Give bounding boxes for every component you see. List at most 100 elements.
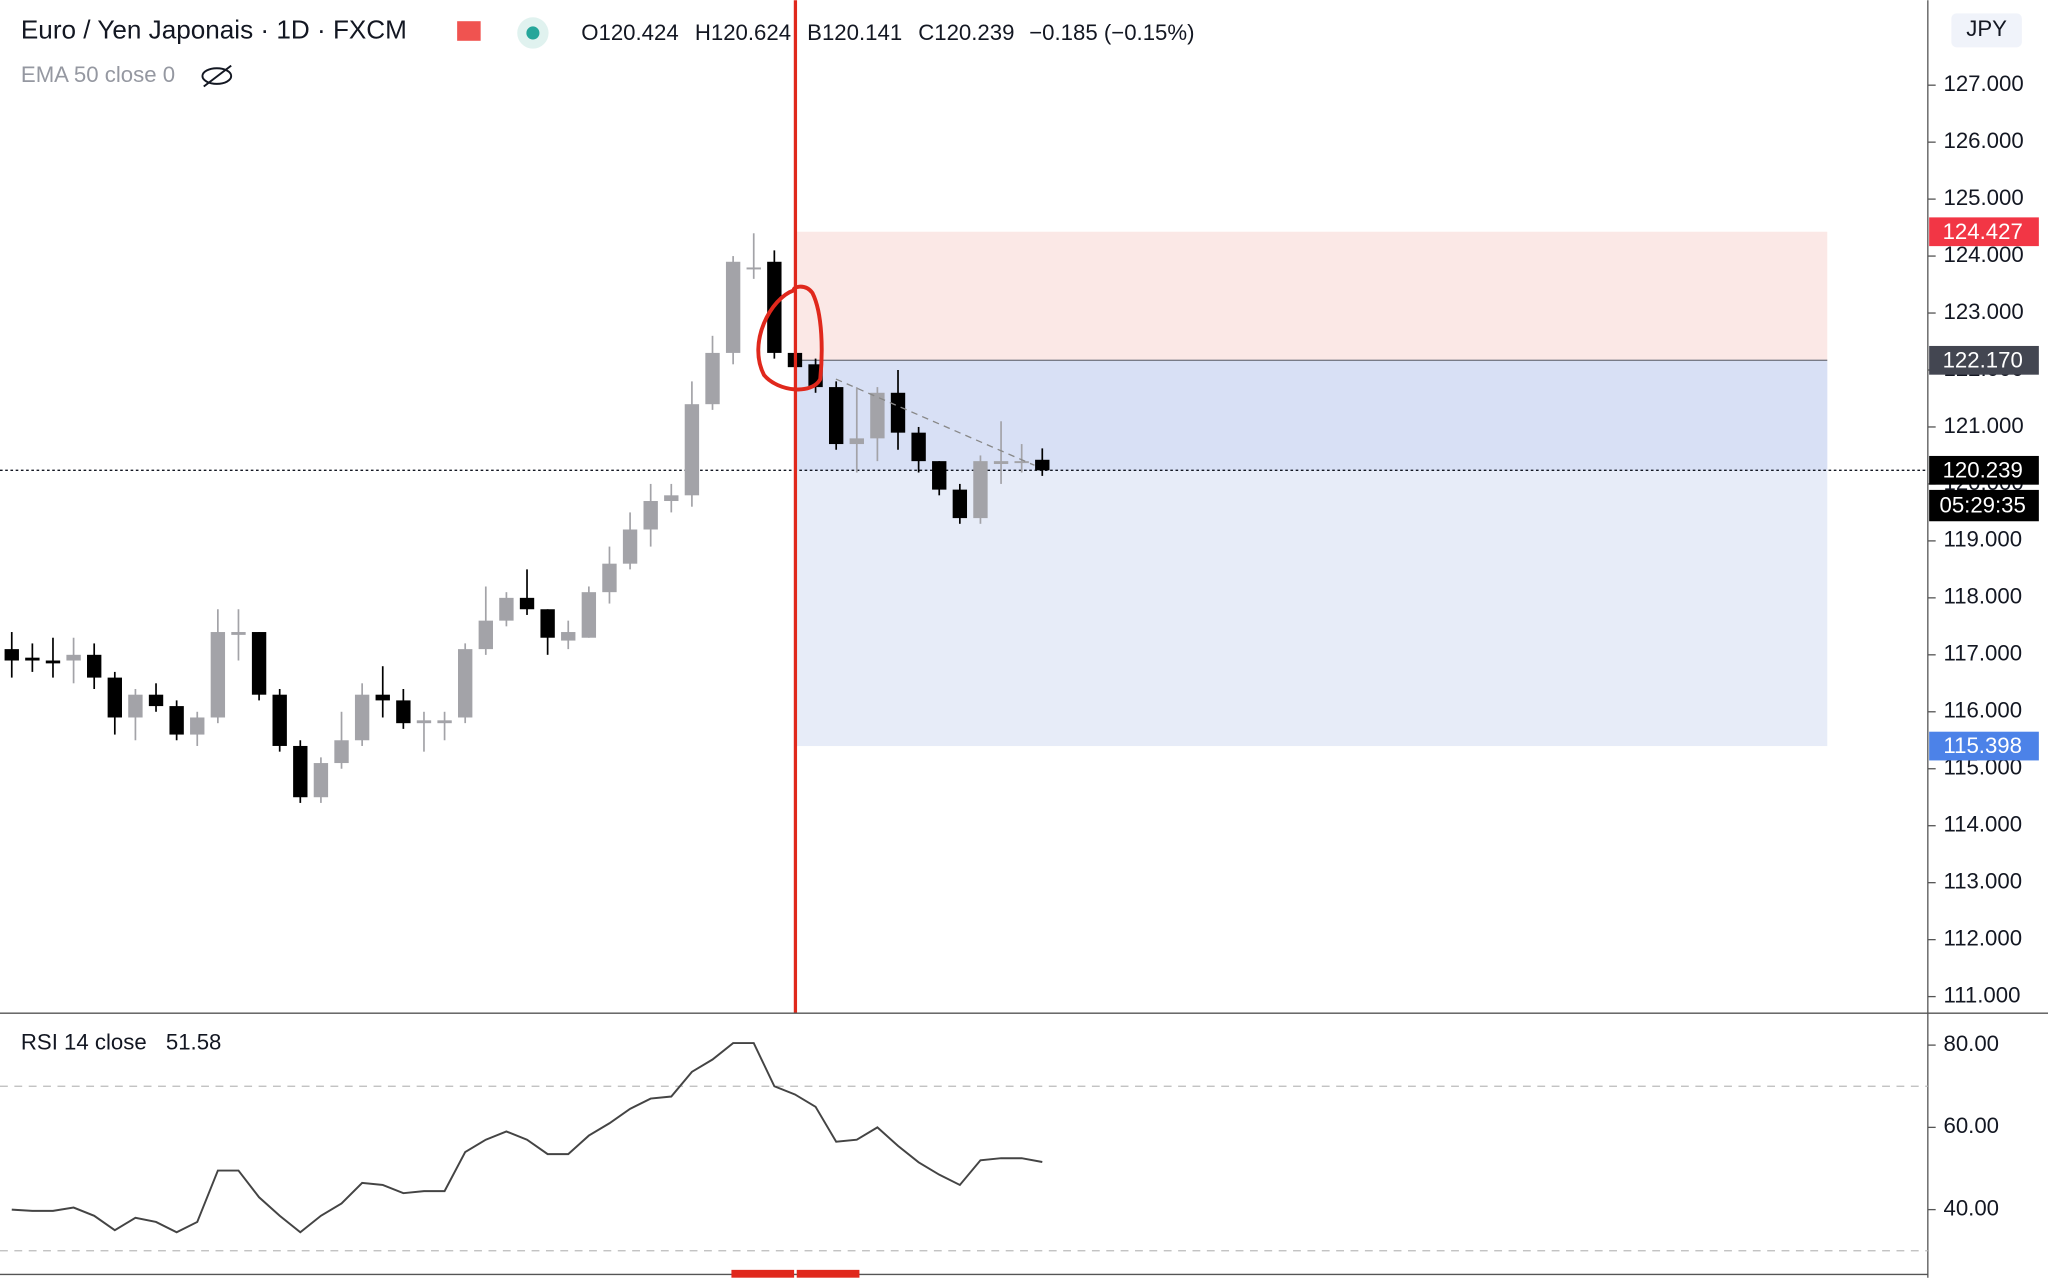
rsi-line (11, 1042, 1043, 1234)
y-tick-label: 111.000 (1944, 982, 2021, 1007)
trend-line (835, 378, 1035, 466)
price-tag-label: 115.398 (1943, 733, 2022, 758)
marker-tag (796, 1269, 860, 1278)
flag-icon (457, 21, 481, 41)
candle-body (561, 632, 576, 641)
candle-body (4, 649, 19, 661)
candle-body (993, 461, 1009, 464)
price-tag (1929, 455, 2039, 485)
y-tick-label: 114.000 (1944, 812, 2023, 837)
price-tag (1929, 731, 2039, 761)
candle-body (45, 660, 61, 664)
candle-body (643, 501, 658, 530)
hide-icon[interactable] (201, 64, 233, 88)
y-tick-label: 119.000 (1944, 527, 2023, 552)
candle-body (272, 694, 287, 746)
price-tag (1929, 217, 2039, 247)
candle-body (952, 489, 968, 519)
countdown-tag (1929, 489, 2039, 522)
candle-body (1014, 461, 1029, 464)
symbol-title: Euro / Yen Japonais · 1D · FXCM (21, 15, 407, 45)
candle-body (148, 694, 164, 707)
candle-body (581, 592, 597, 638)
rsi-value: 51.58 (166, 1030, 222, 1055)
y-tick-label: 127.000 (1944, 71, 2024, 96)
candle-body (231, 632, 246, 635)
candle-body (932, 461, 947, 490)
candle-body (210, 632, 226, 718)
candle-body (354, 694, 370, 741)
ohlc-high: H120.624 (695, 20, 791, 45)
candle-body (828, 387, 844, 445)
candle-body (313, 763, 329, 798)
candle-body (499, 597, 514, 621)
candle-body (664, 495, 679, 502)
candle-body (519, 597, 535, 610)
y-tick-label: 113.000 (1944, 869, 2023, 894)
candle-body (705, 352, 720, 405)
highlight-circle (756, 284, 824, 392)
candle-body (190, 717, 205, 735)
candle-body (334, 740, 349, 764)
y-tick-label: 118.000 (1944, 584, 2023, 609)
candle-body (890, 392, 906, 433)
candle-body (107, 677, 122, 718)
ohlc-change: −0.185 (−0.15%) (1029, 20, 1194, 45)
candle-body (870, 392, 885, 439)
y-tick-label: 112.000 (1944, 925, 2023, 950)
open-pnl-zone (795, 360, 1828, 471)
plot (0, 233, 1928, 1252)
candle-body (849, 438, 864, 445)
candle-body (1035, 459, 1050, 471)
candle-body (128, 694, 143, 718)
marker-tag (731, 1269, 795, 1278)
countdown-label: 05:29:35 (1940, 493, 2026, 518)
candle-body (66, 654, 81, 661)
ohlc-open: O120.424 (581, 20, 678, 45)
y-tick-label: 117.000 (1944, 641, 2023, 666)
price-tag (1929, 345, 2039, 375)
y-tick-label: 125.000 (1944, 185, 2024, 210)
currency-label: JPY (1966, 16, 2007, 41)
currency-badge[interactable] (1951, 13, 2022, 48)
candle-body (375, 694, 390, 701)
candle-body (540, 609, 555, 638)
y-tick-label: 123.000 (1944, 299, 2024, 324)
candle-body (746, 267, 761, 270)
candle-body (25, 657, 40, 661)
candle-body (684, 404, 700, 496)
candle-body (416, 720, 432, 724)
rsi-title: RSI 14 close (21, 1030, 147, 1055)
y-tick-label: 126.000 (1944, 128, 2024, 153)
candle-body (973, 461, 988, 519)
candle-body (725, 261, 741, 353)
price-tag-label: 124.427 (1943, 219, 2023, 244)
candle-body (169, 706, 184, 735)
candle-body (602, 563, 617, 593)
y-tick-label: 80.00 (1944, 1031, 2000, 1056)
candle-body (458, 649, 473, 718)
y-tick-label: 121.000 (1944, 413, 2024, 438)
stop-zone (795, 231, 1828, 361)
candle-body (911, 432, 926, 462)
axis-labels: 111.000112.000113.000114.000115.000116.0… (1927, 71, 2039, 1220)
candle-body (293, 745, 308, 798)
price-tag-label: 122.170 (1943, 347, 2023, 372)
candle-body (87, 654, 102, 678)
y-tick-label: 60.00 (1944, 1113, 2000, 1138)
candle-body (622, 529, 638, 564)
position-tool (0, 231, 1928, 747)
y-tick-label: 40.00 (1944, 1195, 2000, 1220)
indicator-label: EMA 50 close 0 (21, 62, 175, 87)
status-dot (526, 26, 540, 40)
price-tag-label: 120.239 (1943, 457, 2023, 482)
ohlc-close: C120.239 (918, 20, 1014, 45)
ohlc-low: B120.141 (807, 20, 902, 45)
candle-body (251, 632, 267, 695)
y-tick-label: 116.000 (1944, 698, 2023, 723)
candle-body (478, 620, 493, 650)
candle-body (396, 700, 411, 724)
candle-body (437, 720, 452, 724)
